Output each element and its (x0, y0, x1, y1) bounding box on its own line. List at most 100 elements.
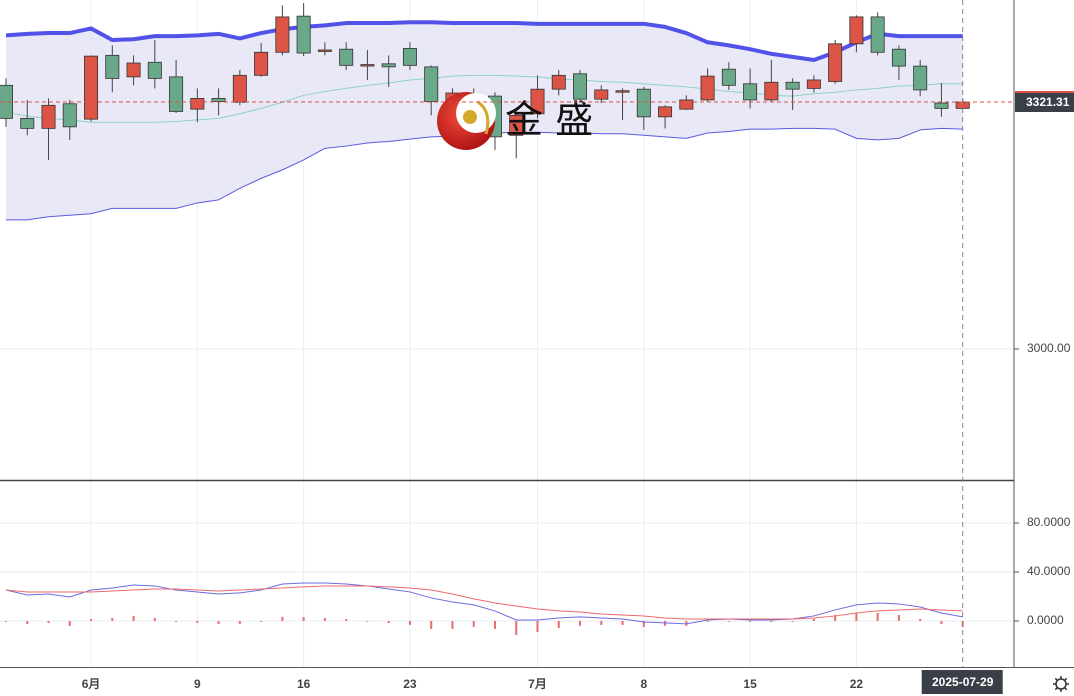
logo-crescent (456, 93, 496, 133)
candle-body (700, 75, 715, 101)
candle-body (169, 76, 184, 112)
histogram-bar (281, 616, 284, 621)
histogram-bar (302, 617, 305, 621)
histogram-bar (770, 620, 773, 622)
histogram-bar (451, 620, 454, 629)
candle-body (190, 97, 205, 110)
histogram-bar (132, 615, 135, 621)
candle-body (615, 90, 630, 93)
histogram-bar (47, 620, 50, 624)
candle-body (891, 48, 906, 67)
y-tick-label: 0.0000 (1027, 613, 1064, 627)
histogram-bar (111, 618, 114, 621)
histogram-bar (706, 620, 709, 622)
y-tick-label: 3000.00 (1027, 341, 1071, 355)
settings-icon[interactable] (1053, 676, 1069, 692)
histogram-bar (408, 620, 411, 625)
histogram-bar (90, 619, 93, 621)
candle-body (339, 48, 354, 66)
x-tick-label: 16 (297, 677, 311, 691)
histogram-bar (791, 620, 794, 622)
logo-dot (463, 110, 477, 124)
last-price-accent (1015, 91, 1074, 94)
y-tick-label: 80.0000 (1027, 515, 1071, 529)
gear-teeth (1053, 676, 1069, 692)
last-price-box (1015, 92, 1074, 113)
histogram-bar (430, 620, 433, 629)
candle-body (934, 102, 949, 109)
histogram-bar (175, 620, 178, 622)
histogram-bar (196, 620, 199, 623)
indicator-line (5, 582, 963, 625)
candle-body (84, 55, 99, 120)
x-tick-label: 2025-07-29 (932, 675, 994, 689)
indicator-line (5, 585, 963, 620)
candle-body (828, 43, 843, 82)
histogram-bar (323, 618, 326, 621)
candle-body (679, 99, 694, 110)
x-tick-label: 7月 (528, 677, 547, 691)
candle-body (551, 74, 566, 90)
candle-body (870, 16, 885, 53)
histogram-bar (621, 620, 624, 625)
x-tick-label: 22 (850, 677, 864, 691)
candle-body (402, 48, 417, 66)
candle-body (658, 106, 673, 118)
histogram-bar (727, 620, 730, 622)
histogram-bar (345, 619, 348, 621)
candle-body (636, 88, 651, 118)
histogram-bar (238, 620, 241, 624)
candle-body (232, 74, 247, 103)
histogram-bar (834, 614, 837, 621)
histogram-bar (536, 620, 539, 632)
histogram-bar (940, 620, 943, 625)
candle-body (721, 68, 736, 86)
histogram-bar (579, 620, 582, 626)
candle-body (275, 16, 290, 53)
candle-body (424, 66, 439, 102)
logo-stroke (477, 100, 490, 135)
histogram-bar (749, 620, 752, 622)
x-tick-label: 8 (640, 677, 647, 691)
histogram-bar (366, 620, 369, 622)
histogram-bar (5, 620, 7, 622)
histogram-bar (600, 620, 603, 625)
histogram-bar (855, 612, 858, 621)
candle-body (296, 15, 311, 54)
candle-body (317, 49, 332, 52)
histogram-bar (217, 620, 220, 625)
bollinger-line (5, 20, 963, 62)
indicator-panel (5, 582, 964, 635)
last-price-label: 3321.31 (1026, 95, 1070, 109)
histogram-bar (153, 617, 156, 621)
histogram-bar (897, 614, 900, 621)
candle-body (62, 103, 77, 128)
candle-body (913, 65, 928, 91)
candle-body (41, 104, 56, 129)
candle-body (147, 61, 162, 79)
histogram-bar (68, 620, 71, 626)
candle-body (573, 73, 588, 100)
candle-body (849, 16, 864, 45)
candle-body (509, 114, 524, 136)
candle-body (785, 81, 800, 90)
logo-text: 金 盛 (505, 98, 593, 142)
x-tick-label: 23 (403, 677, 417, 691)
candle-body (105, 54, 120, 79)
candle-body (806, 79, 821, 89)
histogram-bar (919, 619, 922, 621)
x-tick-label: 6月 (82, 677, 101, 691)
date-label-box (921, 670, 1003, 694)
histogram-bar (642, 620, 645, 627)
histogram-bar (260, 620, 263, 622)
candle-body (360, 64, 375, 67)
histogram-bar (812, 618, 815, 621)
histogram-bar (493, 620, 496, 629)
histogram-bar (557, 620, 560, 629)
logo: 金 盛 (437, 92, 593, 150)
candle-body (211, 97, 226, 102)
candle-body (20, 117, 35, 129)
